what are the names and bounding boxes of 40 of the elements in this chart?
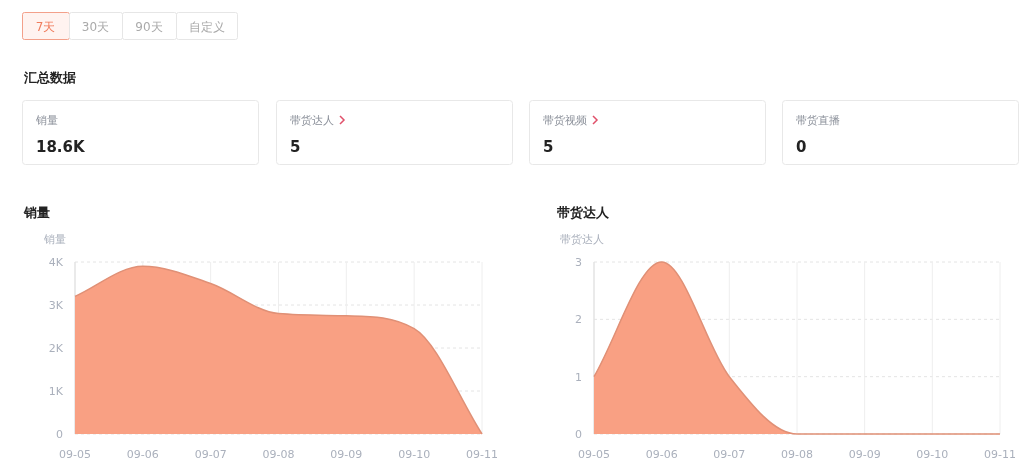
x-tick-label: 09-09: [848, 448, 881, 461]
chart-title: 销量: [23, 205, 50, 220]
y-axis-title: 销量: [43, 233, 66, 246]
y-tick-label: 3: [575, 256, 582, 269]
text: 带货直播: [796, 114, 840, 127]
text: 销量: [35, 114, 58, 127]
text: 7天: [35, 20, 56, 34]
x-tick-label: 09-11: [984, 448, 1016, 461]
y-tick-label: 2K: [48, 342, 64, 355]
text: 5: [290, 138, 301, 156]
x-tick-label: 09-11: [466, 448, 498, 461]
x-tick-label: 09-05: [578, 448, 610, 461]
y-tick-label: 3K: [48, 299, 64, 312]
y-tick-label: 1: [575, 370, 582, 384]
x-tick-label: 09-06: [126, 448, 159, 461]
text: 带货视频: [543, 114, 587, 127]
y-tick-label: 4K: [48, 256, 64, 269]
chart-title: 带货达人: [557, 205, 610, 220]
x-tick-label: 09-07: [713, 448, 746, 461]
text: 18.6K: [36, 138, 87, 156]
x-tick-label: 09-08: [781, 448, 813, 461]
x-tick-label: 09-09: [330, 448, 363, 461]
text: 带货达人: [290, 114, 334, 127]
text: 汇总数据: [23, 70, 76, 85]
x-tick-label: 09-05: [59, 448, 91, 461]
x-tick-label: 09-10: [916, 448, 949, 461]
x-tick-label: 09-06: [645, 448, 678, 461]
text: 自定义: [188, 20, 225, 34]
x-tick-label: 09-08: [262, 448, 295, 461]
x-tick-label: 09-10: [398, 448, 431, 461]
y-tick-label: 2: [575, 313, 582, 327]
y-axis-title: 带货达人: [560, 233, 604, 246]
y-tick-label: 0: [575, 428, 582, 441]
y-tick-label: 1K: [48, 385, 64, 398]
text: 90天: [135, 20, 163, 34]
x-tick-label: 09-07: [194, 448, 227, 461]
text: 30天: [81, 20, 110, 34]
y-tick-label: 0: [56, 428, 63, 441]
text: 0: [796, 138, 807, 156]
text: 5: [543, 138, 554, 156]
